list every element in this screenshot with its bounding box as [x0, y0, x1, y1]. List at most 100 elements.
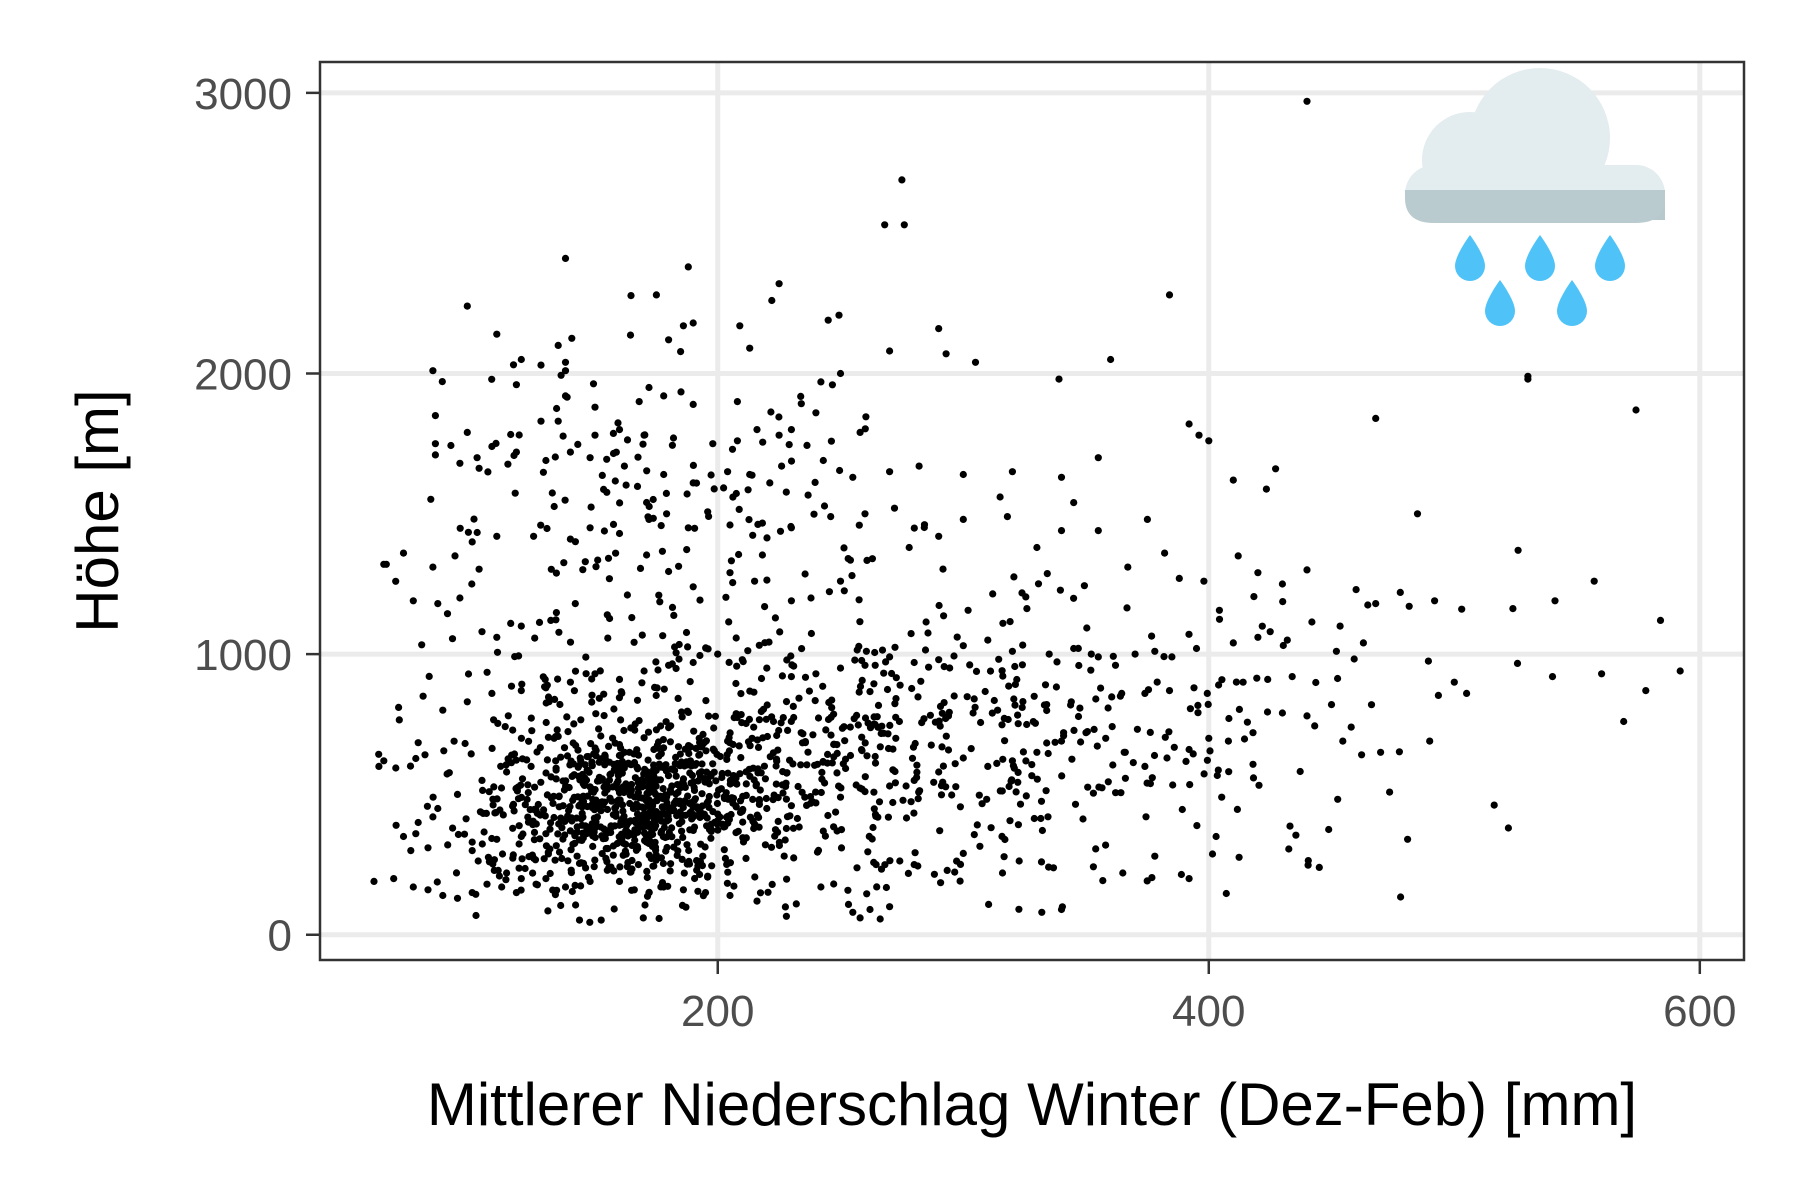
data-point: [1254, 633, 1262, 641]
data-point: [902, 782, 910, 790]
data-point: [689, 400, 697, 408]
data-point: [1008, 468, 1017, 476]
data-point: [726, 739, 734, 747]
data-point: [1033, 748, 1041, 756]
data-point: [679, 322, 688, 330]
data-point: [406, 762, 415, 770]
data-point: [696, 870, 704, 879]
data-point: [751, 577, 759, 585]
data-point: [689, 319, 697, 327]
data-point: [615, 426, 624, 434]
data-point: [657, 722, 665, 730]
data-point: [1372, 414, 1380, 422]
data-point: [677, 388, 685, 396]
data-point: [649, 862, 657, 870]
data-point: [1222, 889, 1230, 898]
data-point: [643, 551, 651, 559]
data-point: [684, 792, 692, 800]
data-point: [561, 367, 570, 375]
data-point: [489, 860, 497, 868]
data-point: [775, 280, 783, 288]
data-point: [607, 770, 615, 778]
data-point: [612, 812, 620, 820]
data-point: [627, 761, 635, 769]
data-point: [795, 823, 803, 831]
data-point: [713, 799, 722, 808]
data-point: [1656, 616, 1665, 625]
data-point: [1215, 606, 1223, 614]
data-point: [1108, 693, 1116, 701]
data-point: [1200, 577, 1208, 585]
data-point: [484, 853, 492, 861]
data-point: [811, 478, 819, 486]
data-point: [601, 755, 610, 763]
data-point: [620, 726, 628, 735]
data-point: [677, 758, 686, 766]
data-point: [787, 426, 796, 434]
data-point: [511, 489, 519, 497]
data-point: [1224, 737, 1232, 745]
data-point: [910, 809, 918, 817]
data-point: [892, 734, 900, 742]
data-point: [978, 800, 986, 808]
data-point: [1214, 766, 1222, 774]
data-point: [644, 513, 652, 521]
data-point: [541, 675, 549, 684]
data-point: [1235, 705, 1243, 714]
data-point: [554, 341, 562, 349]
data-point: [1090, 725, 1098, 734]
data-point: [1006, 618, 1014, 626]
data-point: [470, 515, 478, 523]
data-point: [1074, 712, 1083, 721]
data-point: [698, 790, 706, 798]
data-point: [629, 804, 638, 813]
data-point: [543, 524, 551, 533]
data-point: [880, 729, 888, 737]
data-point: [761, 639, 769, 647]
data-point: [478, 628, 486, 636]
data-point: [475, 464, 483, 472]
data-point: [704, 873, 712, 881]
data-point: [1218, 676, 1226, 684]
data-point: [490, 866, 498, 875]
data-point: [714, 650, 722, 658]
data-point: [674, 788, 682, 797]
data-point: [683, 841, 691, 849]
data-point: [631, 826, 639, 834]
data-point: [1168, 653, 1176, 661]
data-point: [748, 471, 756, 479]
data-points: [370, 97, 1684, 926]
data-point: [519, 830, 527, 838]
data-point: [622, 481, 630, 489]
data-point: [1001, 835, 1009, 844]
data-point: [1204, 700, 1212, 709]
data-point: [1185, 875, 1193, 883]
data-point: [564, 728, 572, 736]
data-point: [429, 563, 437, 571]
cloud-with-rain-icon: [1405, 68, 1665, 326]
data-point: [710, 724, 718, 732]
data-point: [555, 793, 563, 801]
data-point: [566, 803, 574, 811]
data-point: [742, 780, 750, 788]
data-point: [907, 630, 915, 638]
data-point: [836, 577, 845, 585]
data-point: [562, 777, 570, 785]
data-point: [591, 670, 599, 678]
data-point: [755, 796, 763, 804]
data-point: [827, 731, 835, 739]
data-point: [518, 680, 526, 688]
data-point: [969, 709, 977, 717]
data-point: [720, 846, 728, 854]
data-point: [931, 718, 940, 726]
data-point: [652, 691, 660, 700]
data-point: [848, 572, 856, 580]
data-point: [660, 744, 668, 752]
data-point: [650, 765, 658, 773]
data-point: [891, 700, 899, 708]
data-point: [1030, 814, 1038, 823]
data-point: [870, 788, 878, 796]
data-point: [704, 508, 712, 516]
data-point: [496, 806, 504, 814]
data-point: [1396, 588, 1404, 597]
